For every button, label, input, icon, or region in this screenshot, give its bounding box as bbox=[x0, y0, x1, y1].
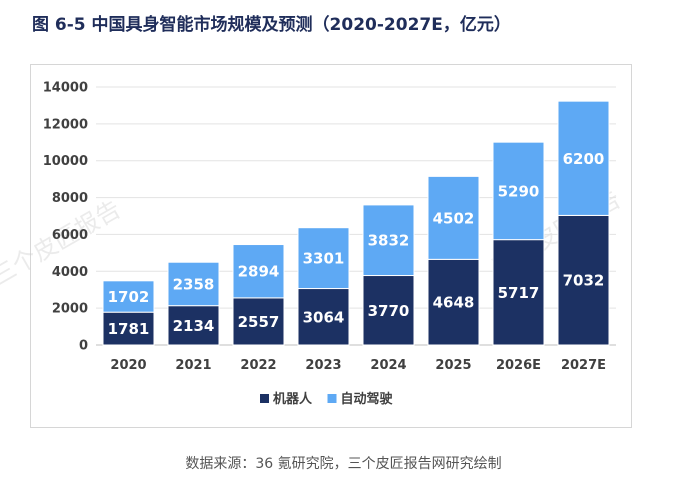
bar-value-label: 1781 bbox=[108, 320, 150, 338]
y-tick-label: 2000 bbox=[52, 302, 88, 317]
bar-value-label: 5290 bbox=[498, 182, 540, 200]
y-tick-label: 12000 bbox=[43, 117, 88, 132]
bar-value-label: 5717 bbox=[498, 284, 540, 302]
bar-value-label: 4648 bbox=[433, 294, 475, 312]
bar-autonomous-driving bbox=[557, 100, 610, 216]
bar-value-label: 1702 bbox=[108, 288, 150, 306]
x-tick-label: 2027E bbox=[561, 358, 606, 373]
y-tick-label: 6000 bbox=[52, 228, 88, 243]
legend-label: 自动驾驶 bbox=[341, 391, 393, 407]
bar-value-label: 4502 bbox=[433, 209, 475, 227]
x-axis-ticks: 2020 2021 2022 2023 2024 2025 2026E 2027E bbox=[110, 358, 606, 373]
bar-value-label: 2557 bbox=[238, 313, 280, 331]
bar-robot bbox=[427, 258, 480, 346]
x-tick-label: 2023 bbox=[305, 358, 341, 373]
bar-robot bbox=[232, 297, 285, 346]
bar-autonomous-driving bbox=[167, 261, 220, 307]
x-tick-label: 2024 bbox=[370, 358, 406, 373]
bar-value-label: 3064 bbox=[303, 308, 345, 326]
bar-robot bbox=[492, 239, 545, 346]
x-tick-label: 2020 bbox=[110, 358, 146, 373]
bar-value-label: 7032 bbox=[563, 272, 605, 290]
y-tick-label: 0 bbox=[79, 339, 88, 354]
bar-robot bbox=[102, 311, 155, 346]
x-tick-label: 2026E bbox=[496, 358, 541, 373]
chart-frame bbox=[30, 64, 632, 428]
bar-robot bbox=[297, 288, 350, 346]
bar-robot bbox=[557, 214, 610, 346]
y-tick-label: 4000 bbox=[52, 265, 88, 280]
stacked-bar-chart: 三个皮匠报告 三个皮匠报告 020004000600080001000012000… bbox=[0, 81, 625, 408]
bar-value-label: 2358 bbox=[173, 275, 215, 293]
bar-value-label: 3301 bbox=[303, 250, 345, 268]
bar-autonomous-driving bbox=[102, 280, 155, 313]
legend-swatch bbox=[327, 394, 337, 403]
bar-robot bbox=[362, 275, 415, 346]
bar-value-label: 2134 bbox=[173, 317, 215, 335]
source-note: 数据来源：36 氪研究院，三个皮匠报告网研究绘制 bbox=[185, 456, 502, 472]
bar-autonomous-driving bbox=[297, 227, 350, 290]
legend-label: 机器人 bbox=[273, 391, 313, 407]
chart-title: 图 6-5 中国具身智能市场规模及预测（2020-2027E，亿元） bbox=[32, 15, 511, 35]
bar-autonomous-driving bbox=[427, 175, 480, 260]
bar-autonomous-driving bbox=[492, 141, 545, 241]
x-tick-label: 2022 bbox=[240, 358, 276, 373]
y-tick-label: 10000 bbox=[43, 154, 88, 169]
bar-value-label: 3770 bbox=[368, 302, 410, 320]
y-axis-ticks: 0 2000 4000 6000 8000 10000 12000 14000 bbox=[43, 81, 88, 354]
legend-swatch bbox=[260, 394, 269, 403]
bar-autonomous-driving bbox=[232, 244, 285, 299]
x-tick-label: 2025 bbox=[435, 358, 471, 373]
y-tick-label: 14000 bbox=[43, 81, 88, 96]
y-tick-label: 8000 bbox=[52, 191, 88, 206]
bar-autonomous-driving bbox=[362, 204, 415, 277]
bars: 1781 1702 2134 2358 2557 2894 3064 3301 3770 3832… bbox=[102, 100, 610, 346]
bar-value-label: 3832 bbox=[368, 232, 410, 250]
legend: 机器人 自动驾驶 bbox=[260, 391, 393, 407]
x-tick-label: 2021 bbox=[175, 358, 211, 373]
bar-value-label: 6200 bbox=[563, 150, 605, 168]
bar-value-label: 2894 bbox=[238, 263, 280, 281]
